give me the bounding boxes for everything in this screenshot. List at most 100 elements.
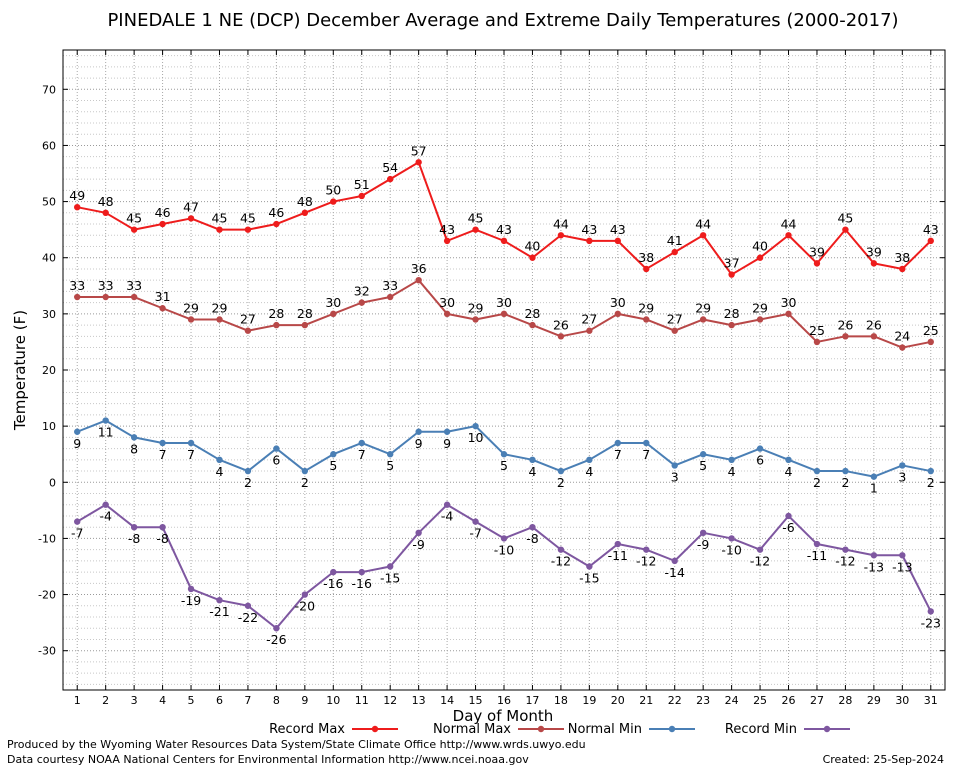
x-tick-label: 4 (159, 694, 166, 707)
data-label: 29 (638, 300, 654, 315)
legend-label: Normal Min (568, 722, 642, 737)
data-label: 28 (724, 306, 740, 321)
data-label: 37 (724, 256, 740, 271)
data-point (671, 327, 678, 334)
data-label: 28 (297, 306, 313, 321)
data-point (102, 293, 109, 301)
data-point (557, 333, 565, 340)
legend-marker (537, 725, 545, 733)
data-label: -11 (807, 548, 827, 563)
data-label: -7 (71, 526, 83, 541)
data-label: 5 (699, 458, 707, 473)
data-label: -11 (608, 548, 628, 563)
data-point (330, 451, 337, 458)
data-point (386, 451, 394, 458)
data-point (699, 316, 707, 323)
data-point (870, 552, 878, 559)
legend-marker (371, 725, 379, 733)
data-label: 43 (610, 222, 626, 237)
data-label: 5 (386, 458, 394, 473)
data-label: -4 (99, 509, 112, 524)
data-point (614, 310, 622, 318)
data-label: 29 (752, 300, 768, 315)
data-label: 45 (837, 211, 853, 226)
data-point (159, 220, 166, 228)
data-label: -6 (782, 520, 795, 535)
data-label: 33 (98, 278, 114, 293)
data-label: 4 (785, 464, 793, 479)
y-tick-label: 20 (42, 364, 56, 377)
data-label: 2 (244, 475, 252, 490)
data-label: 31 (155, 289, 171, 304)
data-label: 3 (898, 469, 906, 484)
data-label: 57 (411, 143, 427, 158)
y-tick-label: 10 (42, 420, 56, 433)
data-point (244, 467, 252, 475)
x-tick-label: 26 (782, 694, 796, 707)
x-tick-label: 27 (810, 694, 824, 707)
y-tick-label: 70 (42, 83, 56, 96)
y-tick-label: 50 (42, 196, 56, 209)
y-tick-label: -30 (38, 645, 56, 658)
data-point (415, 428, 422, 435)
y-tick-label: 30 (42, 308, 56, 321)
data-label: -26 (266, 632, 286, 647)
x-tick-label: 18 (554, 694, 568, 707)
data-point (813, 467, 821, 475)
data-point (529, 456, 536, 464)
data-point (870, 260, 878, 267)
legend-item: Record Min (725, 722, 850, 737)
data-point (870, 473, 878, 480)
data-point (842, 546, 849, 553)
data-point (216, 596, 223, 604)
data-label: -14 (664, 565, 684, 580)
x-tick-label: 22 (668, 694, 682, 707)
data-label: 44 (553, 216, 569, 231)
data-label: 30 (325, 295, 341, 310)
data-label: 36 (411, 261, 427, 276)
legend-marker (823, 725, 831, 733)
data-label: 48 (297, 194, 313, 209)
data-label: 2 (927, 475, 935, 490)
data-point (899, 265, 906, 273)
data-point (785, 512, 792, 520)
data-point (216, 316, 223, 323)
data-label: 7 (159, 447, 167, 462)
data-point (927, 467, 934, 475)
data-point (301, 591, 309, 598)
data-point (671, 462, 678, 469)
data-label: 38 (894, 250, 910, 265)
data-point (130, 523, 138, 531)
data-label: 27 (240, 312, 256, 327)
data-label: 30 (781, 295, 797, 310)
chart-title: PINEDALE 1 NE (DCP) December Average and… (107, 10, 898, 31)
data-label: -12 (750, 554, 770, 569)
legend-item: Record Max (269, 722, 398, 737)
data-point (472, 422, 479, 430)
data-label: 2 (301, 475, 309, 490)
data-point (785, 456, 792, 464)
data-point (386, 175, 394, 183)
data-label: -13 (892, 559, 912, 574)
data-point (529, 321, 536, 329)
data-label: 54 (382, 160, 398, 175)
data-label: 51 (354, 177, 370, 192)
x-tick-label: 30 (895, 694, 909, 707)
data-point (443, 310, 451, 318)
data-label: 6 (756, 453, 764, 468)
data-point (842, 333, 849, 340)
x-tick-label: 19 (582, 694, 596, 707)
data-label: 29 (468, 300, 484, 315)
data-label: 7 (187, 447, 195, 462)
data-label: 9 (73, 436, 81, 451)
data-label: 25 (923, 323, 939, 338)
data-label: -15 (380, 570, 400, 585)
data-point (216, 226, 223, 233)
data-point (443, 237, 451, 245)
data-label: -8 (526, 531, 539, 546)
data-point (358, 568, 365, 576)
x-tick-label: 11 (355, 694, 369, 707)
y-tick-label: -10 (38, 532, 56, 545)
data-label: 33 (382, 278, 398, 293)
